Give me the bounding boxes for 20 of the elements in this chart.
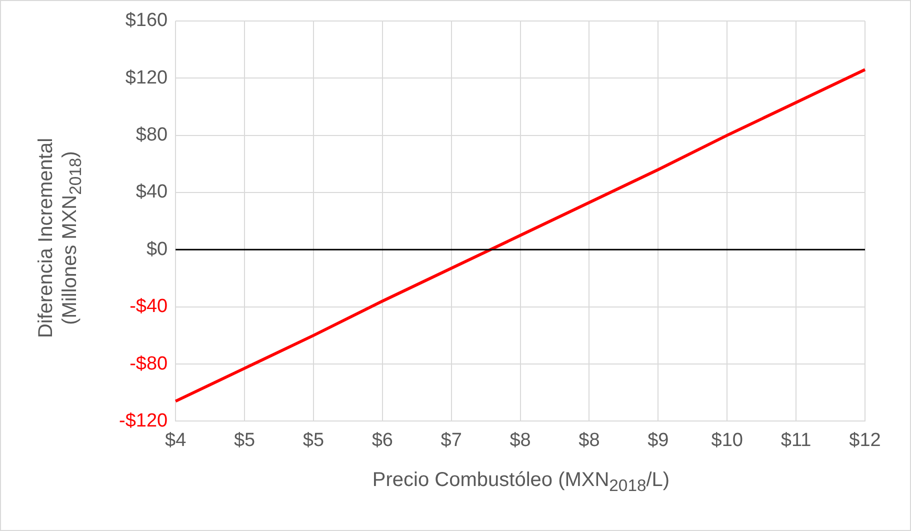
- x-tick-label: $10: [711, 430, 743, 451]
- x-tick-label: $11: [780, 430, 812, 451]
- x-tick-label: $5: [302, 430, 324, 451]
- y-tick-label: -$80: [130, 353, 168, 374]
- x-tick-label: $4: [165, 430, 187, 451]
- x-tick-label: $9: [648, 430, 669, 451]
- x-tick-label: $6: [372, 430, 393, 451]
- y-tick-label: $40: [136, 182, 168, 203]
- y-tick-label: $160: [125, 10, 168, 32]
- x-tick-label: $7: [440, 430, 462, 451]
- y-tick-label: -$40: [130, 296, 168, 318]
- x-tick-label: $8: [578, 430, 600, 451]
- x-axis-title: Precio Combustóleo (MXN$_{2018}$/L): [371, 469, 671, 496]
- y-tick-label: $80: [136, 124, 168, 146]
- y-tick-label: $120: [125, 67, 168, 88]
- x-tick-label: $5: [234, 430, 256, 451]
- x-tick-label: $12: [849, 430, 881, 451]
- y-tick-label: $0: [146, 238, 168, 260]
- y-tick-label: -$120: [118, 410, 168, 432]
- x-tick-label: $8: [510, 430, 531, 451]
